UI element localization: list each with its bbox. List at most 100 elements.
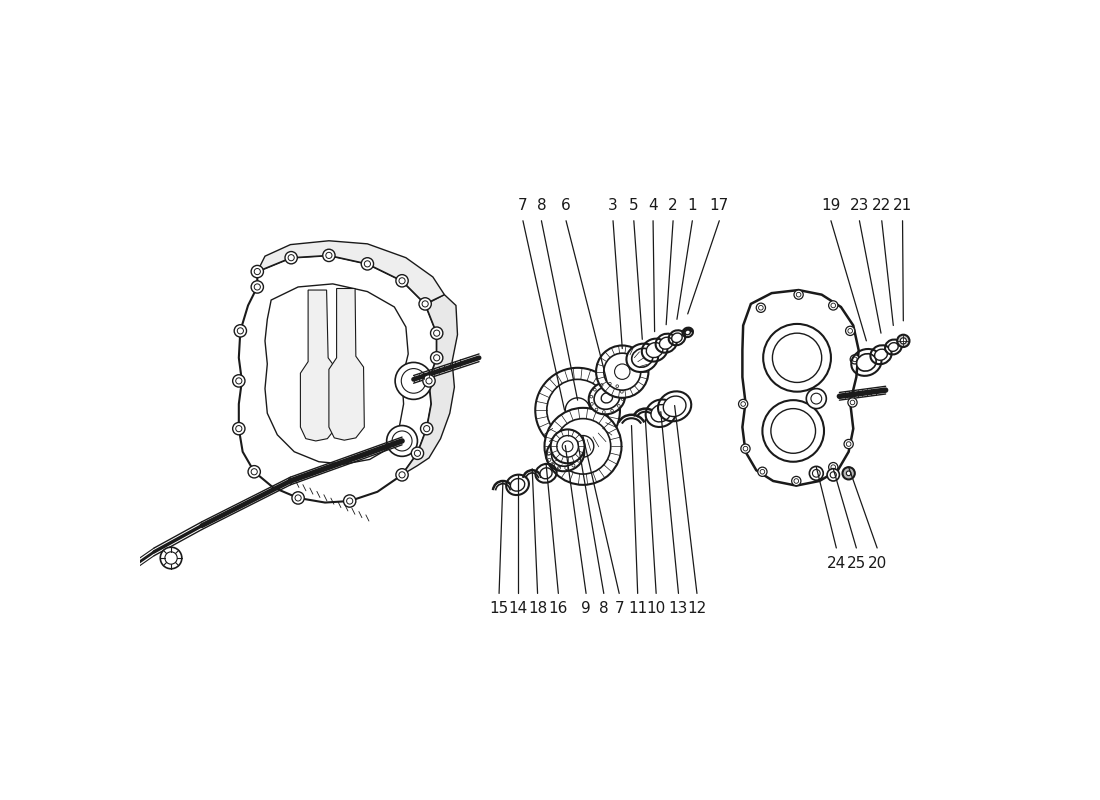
- Text: 7: 7: [615, 601, 624, 616]
- Circle shape: [433, 354, 440, 361]
- Text: 8: 8: [537, 198, 547, 213]
- Circle shape: [161, 547, 182, 569]
- Circle shape: [420, 422, 433, 435]
- Text: 23: 23: [849, 198, 869, 213]
- Circle shape: [596, 346, 648, 398]
- Ellipse shape: [631, 348, 653, 367]
- Circle shape: [741, 402, 746, 406]
- Text: 17: 17: [710, 198, 729, 213]
- Circle shape: [806, 389, 826, 409]
- Circle shape: [844, 439, 854, 449]
- Circle shape: [402, 369, 426, 394]
- Circle shape: [813, 470, 821, 477]
- Ellipse shape: [626, 343, 658, 372]
- Circle shape: [843, 467, 855, 479]
- Circle shape: [759, 306, 763, 310]
- Circle shape: [744, 446, 748, 451]
- Text: 6: 6: [561, 198, 571, 213]
- Text: 14: 14: [508, 601, 527, 616]
- Circle shape: [343, 495, 356, 507]
- Circle shape: [830, 303, 836, 308]
- Circle shape: [794, 290, 803, 299]
- Circle shape: [364, 261, 371, 267]
- Circle shape: [254, 269, 261, 274]
- Circle shape: [433, 330, 440, 336]
- Polygon shape: [265, 284, 408, 464]
- Circle shape: [556, 418, 610, 474]
- Circle shape: [361, 258, 374, 270]
- Text: 9: 9: [581, 601, 591, 616]
- Ellipse shape: [540, 468, 552, 478]
- Circle shape: [811, 394, 822, 404]
- Ellipse shape: [551, 442, 579, 466]
- Circle shape: [238, 328, 243, 334]
- Circle shape: [848, 398, 857, 407]
- Circle shape: [760, 470, 764, 474]
- Circle shape: [411, 447, 424, 459]
- Polygon shape: [329, 289, 364, 440]
- Circle shape: [850, 354, 859, 364]
- Circle shape: [392, 431, 412, 451]
- Ellipse shape: [651, 405, 671, 422]
- Circle shape: [846, 326, 855, 335]
- Circle shape: [562, 441, 573, 452]
- Circle shape: [254, 284, 261, 290]
- Circle shape: [740, 444, 750, 454]
- Circle shape: [547, 379, 608, 441]
- Polygon shape: [403, 294, 458, 475]
- Circle shape: [326, 252, 332, 258]
- Ellipse shape: [659, 337, 673, 349]
- Circle shape: [852, 357, 857, 362]
- Text: 24: 24: [827, 556, 846, 570]
- Circle shape: [848, 329, 852, 333]
- Circle shape: [572, 435, 594, 457]
- Circle shape: [763, 324, 830, 392]
- Circle shape: [346, 498, 353, 504]
- Circle shape: [295, 495, 301, 501]
- Text: 15: 15: [490, 601, 508, 616]
- Circle shape: [249, 466, 261, 478]
- Circle shape: [757, 303, 766, 312]
- Circle shape: [424, 426, 430, 432]
- Circle shape: [898, 334, 910, 347]
- Ellipse shape: [559, 449, 571, 459]
- Circle shape: [235, 378, 242, 384]
- Circle shape: [772, 333, 822, 382]
- Circle shape: [422, 301, 428, 307]
- Text: 11: 11: [628, 601, 647, 616]
- Circle shape: [165, 552, 177, 564]
- Text: 4: 4: [648, 198, 658, 213]
- Polygon shape: [742, 290, 859, 486]
- Text: 3: 3: [608, 198, 618, 213]
- Text: 22: 22: [872, 198, 891, 213]
- Circle shape: [285, 251, 297, 264]
- Circle shape: [536, 368, 620, 453]
- Circle shape: [430, 352, 443, 364]
- Text: 13: 13: [669, 601, 689, 616]
- Text: 21: 21: [893, 198, 912, 213]
- Ellipse shape: [672, 333, 682, 342]
- Ellipse shape: [647, 342, 663, 358]
- Circle shape: [792, 476, 801, 486]
- Circle shape: [810, 466, 823, 480]
- Circle shape: [422, 374, 436, 387]
- Text: 12: 12: [688, 601, 706, 616]
- Circle shape: [419, 298, 431, 310]
- Circle shape: [828, 462, 838, 472]
- Text: 7: 7: [518, 198, 528, 213]
- Polygon shape: [239, 255, 437, 502]
- Ellipse shape: [889, 342, 899, 351]
- Ellipse shape: [685, 330, 691, 334]
- Circle shape: [551, 430, 584, 463]
- Polygon shape: [300, 290, 337, 441]
- Text: 19: 19: [822, 198, 840, 213]
- Circle shape: [232, 374, 245, 387]
- Ellipse shape: [547, 437, 584, 471]
- Circle shape: [292, 492, 305, 504]
- Text: 25: 25: [847, 556, 866, 570]
- Circle shape: [399, 278, 405, 284]
- Polygon shape: [257, 241, 444, 304]
- Circle shape: [399, 472, 405, 478]
- Circle shape: [430, 327, 443, 339]
- Circle shape: [234, 325, 246, 337]
